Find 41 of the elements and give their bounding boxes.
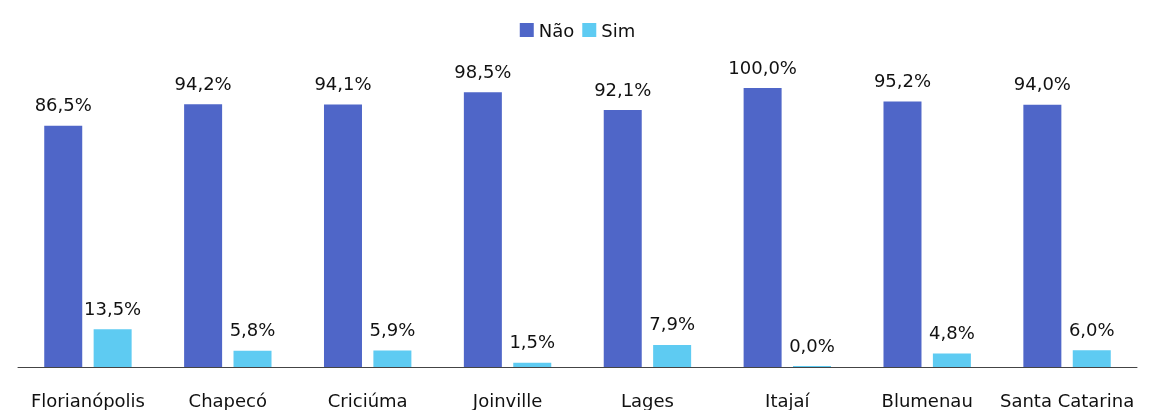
bar (373, 350, 412, 367)
data-label: 5,8% (229, 319, 276, 341)
data-label: 86,5% (34, 94, 92, 116)
bar (93, 329, 132, 367)
x-tick-label: Santa Catarina (999, 389, 1135, 411)
data-label: 1,5% (509, 331, 556, 353)
data-label: 5,9% (369, 319, 416, 341)
data-label: 7,9% (649, 313, 695, 335)
x-tick-label: Lages (620, 389, 674, 411)
data-label: 6,0% (1068, 318, 1115, 340)
bar (932, 353, 971, 367)
x-tick-label: Chapecó (188, 389, 268, 411)
data-label: 92,1% (594, 78, 652, 100)
bar (44, 125, 83, 367)
legend-label: Sim (601, 19, 636, 41)
data-label: 98,5% (454, 60, 512, 82)
bar (1072, 350, 1111, 367)
legend-label: Não (538, 19, 575, 41)
bar (323, 104, 362, 367)
bar (743, 88, 782, 367)
data-label: 94,1% (314, 72, 372, 94)
bar (513, 362, 552, 367)
bar (233, 350, 272, 367)
bar (463, 92, 502, 367)
x-tick-label: Itajaí (765, 389, 811, 411)
data-label: 94,2% (174, 72, 232, 94)
data-label: 0,0% (789, 334, 835, 356)
bar (184, 104, 223, 367)
data-label: 94,0% (1013, 73, 1071, 95)
bar (1023, 104, 1062, 367)
x-tick-label: Criciúma (327, 389, 408, 411)
data-label: 100,0% (728, 56, 797, 78)
bar (603, 110, 642, 367)
x-tick-label: Blumenau (881, 389, 973, 411)
x-tick-label: Florianópolis (30, 389, 145, 411)
bar (883, 101, 922, 367)
data-label: 13,5% (84, 297, 142, 319)
data-label: 4,8% (929, 322, 975, 344)
bar (653, 344, 692, 367)
x-tick-label: Joinville (471, 389, 543, 411)
data-label: 95,2% (873, 69, 932, 91)
